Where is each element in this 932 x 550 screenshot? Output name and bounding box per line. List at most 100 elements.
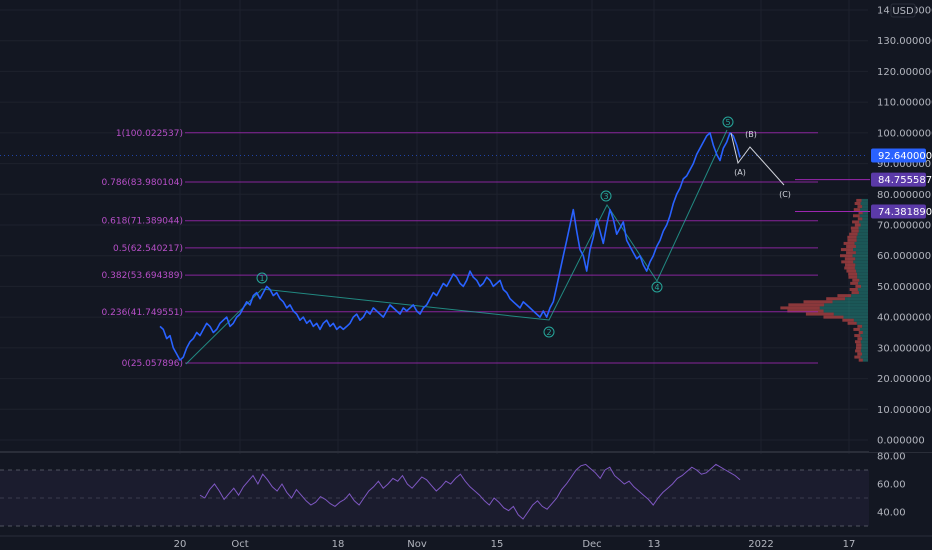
volume-profile-bar [846, 245, 856, 248]
price-tick-label: 110.000000 [877, 98, 932, 109]
rsi-band [0, 470, 869, 526]
price-line [159, 132, 741, 361]
time-tick-label: Oct [231, 539, 248, 550]
volume-profile-bar [858, 281, 868, 285]
volume-profile-bar [862, 352, 868, 356]
wave-label-4: 4 [654, 283, 659, 292]
volume-profile-bar [860, 223, 868, 227]
level-tag-label: 74.381890 [878, 207, 932, 218]
volume-profile-bar [852, 278, 860, 282]
volume-profile-bar [860, 355, 868, 359]
volume-profile-bar [861, 346, 868, 350]
volume-profile-bar [857, 288, 868, 291]
volume-profile-bar [858, 358, 863, 362]
volume-profile-bar [854, 241, 868, 245]
volume-profile-bar [859, 327, 868, 331]
volume-profile-bar [855, 284, 862, 288]
current-price-label: 92.640000 [878, 151, 932, 162]
time-tick-label: 15 [491, 539, 504, 550]
volume-profile-bar [832, 300, 868, 304]
wave-label-circle [543, 326, 555, 338]
fib-level-label: 0.618(71.389044) [102, 217, 183, 227]
level-tag[interactable] [871, 204, 926, 219]
volume-profile-bar [848, 275, 858, 279]
volume-profile-bar [837, 294, 852, 298]
currency-label: USD [892, 6, 914, 17]
rsi-tick-label: 60.00 [877, 480, 906, 491]
time-axis[interactable]: 20 Oct 18 Nov 15 Dec 13 2022 17 [0, 535, 932, 550]
time-tick-label: 17 [843, 539, 856, 550]
projection-path[interactable] [730, 132, 785, 186]
elliott-wave-lines[interactable] [185, 129, 728, 365]
volume-profile-bar [861, 284, 868, 288]
volume-profile-bar [860, 202, 868, 205]
price-axis-bg [869, 0, 932, 452]
volume-profile-bar [853, 327, 860, 331]
volume-profile-bar [805, 312, 834, 316]
volume-profile-bar [851, 294, 868, 298]
volume-profile-bar [855, 346, 862, 350]
rsi-line [199, 463, 741, 520]
wave-label-A: (A) [734, 168, 746, 177]
rsi-pane-background [0, 454, 869, 535]
price-tick-label: 90.000000 [877, 159, 931, 170]
volume-profile-bar [862, 205, 868, 209]
price-tick-label: 80.000000 [877, 190, 931, 201]
volume-profile-bar [854, 334, 861, 338]
volume-profile-bar [846, 269, 857, 273]
volume-profile-bar [851, 229, 859, 233]
volume-profile-bar [857, 275, 868, 279]
price-axis[interactable]: 140.000000130.000000120.000000110.000000… [795, 0, 932, 452]
volume-profile-bar [859, 214, 868, 218]
currency-badge[interactable]: USD [890, 3, 916, 18]
level-tag-label: 84.755587 [878, 175, 932, 186]
wave-label-5: 5 [725, 118, 730, 127]
volume-profile-bar [862, 217, 868, 221]
volume-profile-bar [851, 291, 859, 295]
volume-profile-bar [847, 321, 857, 325]
volume-profile-bar [860, 349, 868, 353]
rsi-tick-label: 80.00 [877, 452, 906, 463]
volume-profile-bar [853, 260, 868, 264]
volume-profile-bar [856, 269, 868, 273]
time-tick-label: 13 [648, 539, 661, 550]
volume-profile-bar [787, 309, 824, 313]
time-tick-label: Nov [407, 539, 427, 550]
volume-profile-bar [856, 238, 868, 242]
volume-profile-bar [860, 208, 868, 212]
volume-profile-bar [857, 324, 863, 328]
volume-profile-bar [853, 208, 861, 212]
volume-profile-bar [823, 309, 868, 313]
rsi-pane[interactable]: 80.00 60.00 40.00 [0, 452, 906, 536]
time-tick-label: 2022 [748, 539, 773, 550]
volume-profile-bar [854, 202, 861, 205]
volume-profile-bar [848, 272, 858, 276]
level-tag[interactable] [871, 172, 926, 187]
fibonacci-retracement[interactable]: 1(100.022537) 0.786(83.980104) 0.618(71.38… [102, 129, 818, 369]
volume-profile-bar [843, 241, 855, 245]
volume-profile-bar [855, 251, 868, 255]
fib-level-label: 1(100.022537) [116, 129, 183, 139]
price-tick-label: 10.000000 [877, 405, 931, 416]
volume-profile-bar [843, 315, 868, 319]
wave-path[interactable] [185, 129, 728, 365]
price-tick-label: 100.000000 [877, 128, 932, 139]
volume-profile-bar [857, 205, 863, 209]
price-tick-label: 20.000000 [877, 374, 931, 385]
volume-profile-bar [847, 235, 857, 239]
fib-level-label: 0(25.057896) [122, 359, 183, 369]
abc-projection[interactable] [730, 132, 785, 186]
volume-profile-bar [833, 312, 868, 316]
volume-profile-bar [860, 340, 868, 344]
volume-profile-bar [788, 303, 825, 307]
volume-profile-bar [856, 343, 862, 347]
volume-profile-bar [859, 220, 868, 224]
volume-profile-bar [861, 198, 868, 202]
wave-label-2: 2 [546, 328, 551, 337]
volume-profile-bar [850, 281, 859, 285]
volume-profile-bar [852, 254, 868, 258]
current-price-tag[interactable] [871, 148, 926, 163]
volume-profile-bar [844, 257, 856, 261]
wave-label-1: 1 [259, 274, 264, 283]
